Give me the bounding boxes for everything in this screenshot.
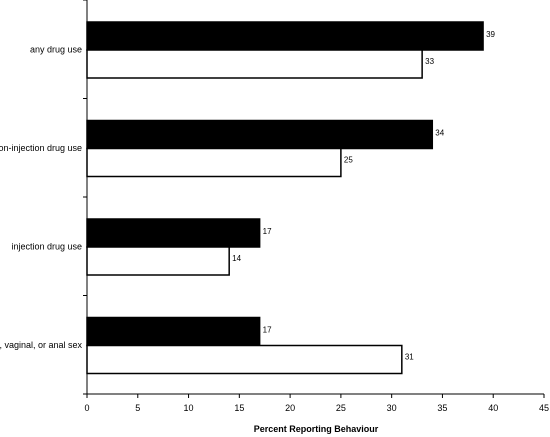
x-tick-label: 30 [387,403,397,413]
x-tick-label: 35 [437,403,447,413]
data-label: 14 [232,254,241,263]
x-tick-label: 10 [184,403,194,413]
data-label: 34 [435,129,444,138]
bar-series-1 [86,316,261,347]
data-label: 39 [486,30,495,39]
plot-area: 0 5 10 15 20 25 30 35 40 45 39 33 any drug use 34 25 no… [0,0,549,413]
data-label: 31 [405,353,414,362]
category-label: injection drug use [11,241,82,251]
data-label: 33 [425,57,434,66]
x-axis-title: Percent Reporting Behaviour [254,424,379,434]
bar-series-1 [86,119,434,150]
x-tick-label: 5 [135,403,140,413]
data-label: 17 [263,326,272,335]
data-label: 17 [263,227,272,236]
category-label: any drug use [30,44,82,54]
bar-series-1 [86,21,484,51]
bar-series-2 [86,49,423,79]
bar-series-2 [86,344,403,375]
x-tick-label: 15 [234,403,244,413]
data-label: 25 [344,156,353,165]
x-tick-label: 25 [336,403,346,413]
bar-series-2 [86,147,342,178]
bar-series-2 [86,246,230,276]
category-label: oral, vaginal, or anal sex [0,340,82,350]
x-tick-label: 0 [84,403,89,413]
x-tick-label: 40 [488,403,498,413]
category-label: non-injection drug use [0,143,82,153]
x-tick-label: 20 [285,403,295,413]
x-tick-label: 45 [539,403,549,413]
bar-series-1 [86,218,261,248]
